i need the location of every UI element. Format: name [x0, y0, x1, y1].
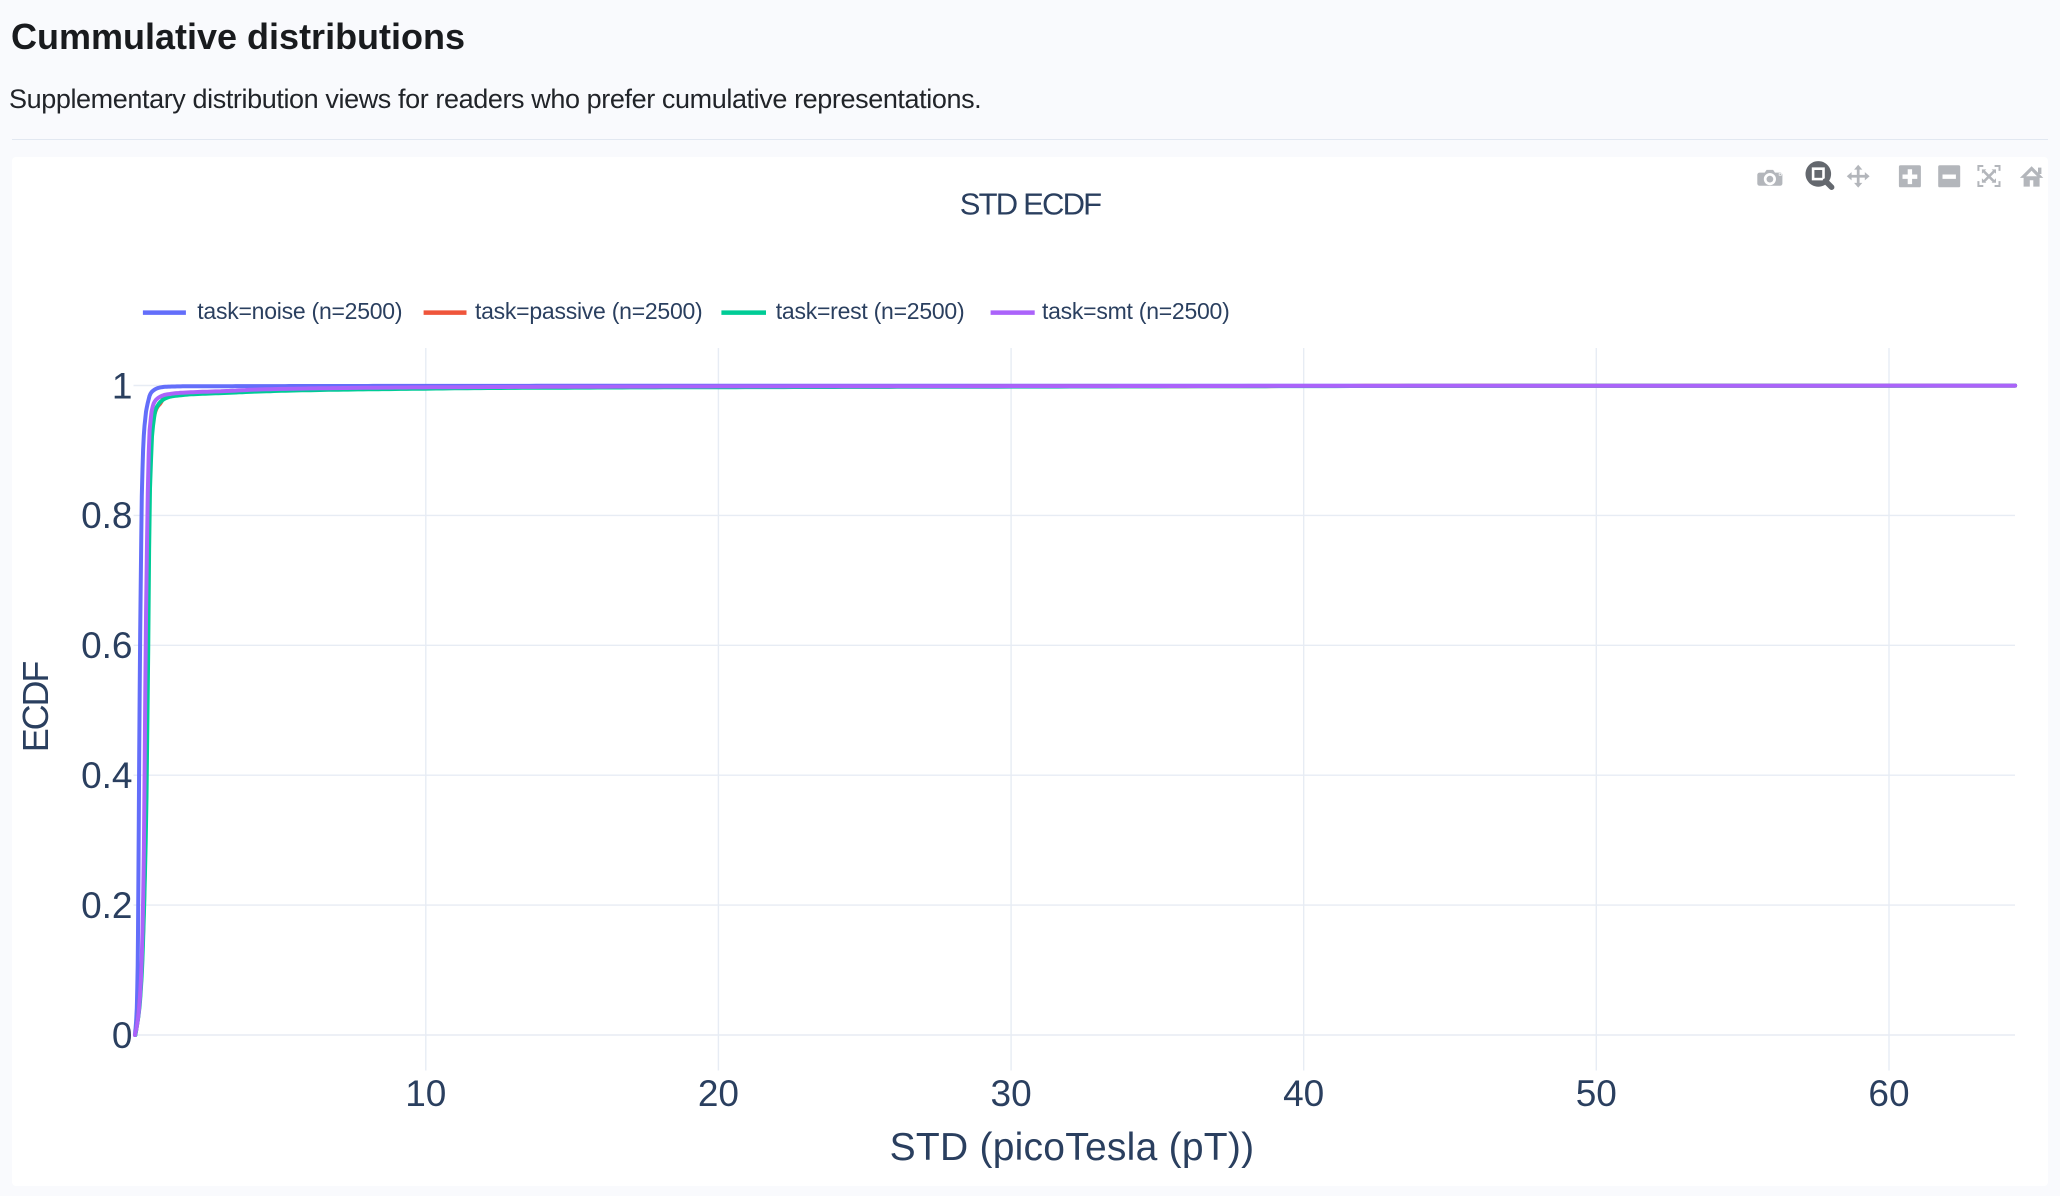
svg-text:0.8: 0.8	[81, 495, 132, 536]
svg-text:task=rest (n=2500): task=rest (n=2500)	[776, 298, 965, 324]
svg-text:STD ECDF: STD ECDF	[960, 187, 1101, 222]
svg-text:0.4: 0.4	[81, 755, 132, 796]
svg-text:20: 20	[698, 1073, 739, 1114]
svg-text:0: 0	[112, 1015, 133, 1056]
svg-text:task=smt (n=2500): task=smt (n=2500)	[1042, 298, 1230, 324]
svg-text:30: 30	[991, 1073, 1032, 1114]
svg-text:0.2: 0.2	[81, 885, 132, 926]
svg-text:10: 10	[405, 1073, 446, 1114]
svg-text:40: 40	[1283, 1073, 1324, 1114]
svg-text:60: 60	[1868, 1073, 1909, 1114]
svg-text:0.6: 0.6	[81, 625, 132, 666]
svg-text:ECDF: ECDF	[15, 662, 56, 753]
svg-text:task=passive (n=2500): task=passive (n=2500)	[475, 298, 702, 324]
svg-text:50: 50	[1576, 1073, 1617, 1114]
svg-text:1: 1	[112, 365, 133, 406]
svg-text:task=noise (n=2500): task=noise (n=2500)	[197, 298, 402, 324]
svg-text:STD (picoTesla (pT)): STD (picoTesla (pT))	[890, 1126, 1255, 1169]
